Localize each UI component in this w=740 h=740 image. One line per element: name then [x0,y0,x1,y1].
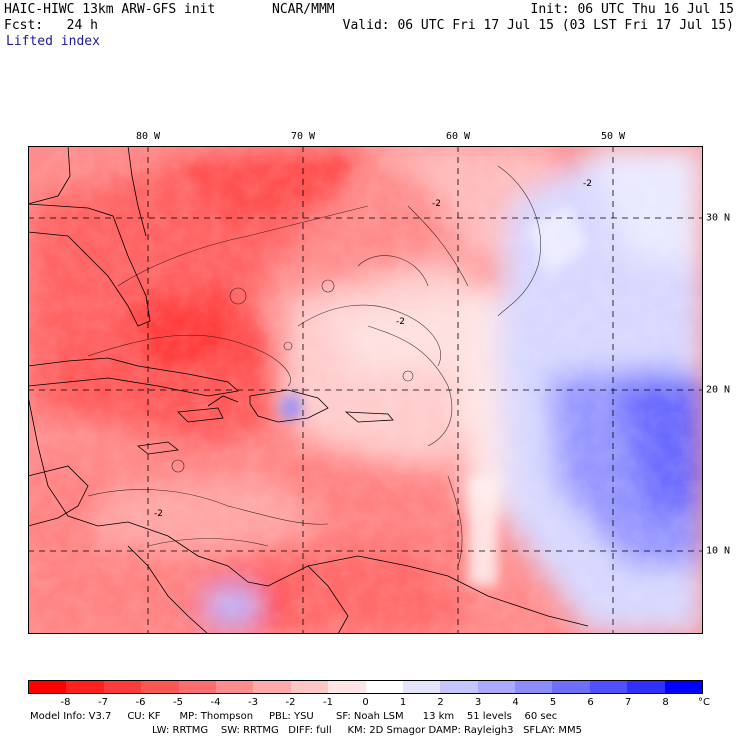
colorbar-swatch [365,681,403,693]
lon-label: 70 W [290,131,316,142]
colorbar-swatch [66,681,104,693]
colorbar-swatch [627,681,665,693]
field-name: Lifted index [6,34,100,49]
colorbar-tick-label: 2 [437,697,444,708]
colorbar-unit: °C [698,697,710,708]
colorbar-swatch [440,681,478,693]
lon-label: 50 W [600,131,626,142]
lat-label: 30 N [706,212,731,224]
colorbar-tick-label: -7 [98,697,108,708]
colorbar-tick-label: 0 [362,697,369,708]
colorbar-tick-label: 6 [587,697,594,708]
contour-label: -2 [432,199,441,209]
model-info-line1: Model Info: V3.7 CU: KF MP: Thompson PBL… [30,711,558,722]
lifted-index-map: -2 -2 -2 -2 [28,146,703,634]
colorbar-swatch [29,681,67,693]
colorbar-tick-label: -6 [135,697,146,708]
colorbar-swatch [141,681,179,693]
colorbar-tick-label: 4 [512,697,519,708]
colorbar-swatch [328,681,366,693]
colorbar-swatch [103,681,142,693]
init-time: Init: 06 UTC Thu 16 Jul 15 [530,2,735,17]
colorbar-tick-label: 7 [624,697,632,708]
colorbar-tick-label: -5 [173,697,183,708]
organization-label: NCAR/MMM [272,2,335,17]
colorbar-tick-label: 5 [549,697,557,708]
colorbar-swatch [178,681,216,693]
colorbar-swatch [664,681,703,693]
colorbar-swatch [515,681,553,693]
contour-label: -2 [396,317,405,327]
colorbar-tick-label: -8 [60,697,71,708]
colorbar-tick-label: 8 [662,697,669,708]
colorbar-swatch [552,681,590,693]
contour-label: -2 [583,179,592,189]
model-info-line2: LW: RRTMG SW: RRTMG DIFF: full KM: 2D Sm… [152,725,582,736]
colorbar-swatch [402,681,441,693]
lon-label: 80 W [135,131,161,142]
model-title: HAIC-HIWC 13km ARW-GFS init [4,2,216,17]
forecast-hour: Fcst: 24 h [4,18,98,33]
colorbar [28,680,703,694]
colorbar-tick-label: -1 [323,697,333,708]
colorbar-swatch [215,681,254,693]
colorbar-tick-label: 1 [399,697,407,708]
colorbar-tick-label: -3 [248,697,258,708]
lat-label: 10 N [706,545,731,557]
colorbar-swatch [253,681,291,693]
colorbar-swatch [290,681,329,693]
colorbar-tick-label: 3 [474,697,482,708]
contour-label: -2 [154,509,163,519]
valid-time: Valid: 06 UTC Fri 17 Jul 15 (03 LST Fri … [342,18,734,33]
colorbar-swatch [589,681,628,693]
colorbar-swatch [477,681,516,693]
lat-label: 20 N [706,384,731,396]
lon-label: 60 W [445,131,471,142]
colorbar-tick-label: -4 [210,697,221,708]
colorbar-tick-label: -2 [285,697,296,708]
